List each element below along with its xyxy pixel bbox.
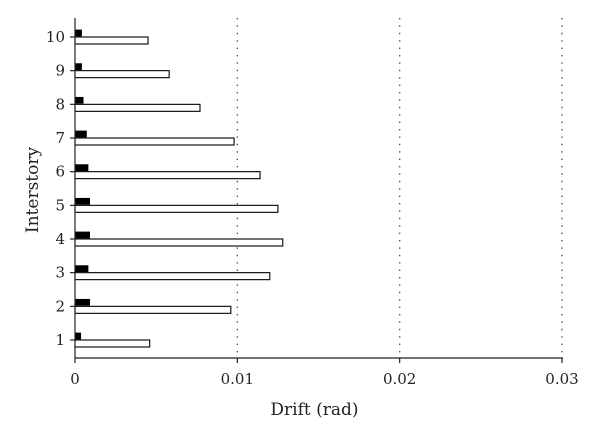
bar-light-8 — [74, 103, 201, 112]
bar-light-3 — [74, 272, 271, 281]
bar-dark-10 — [74, 29, 82, 37]
bars — [74, 29, 284, 348]
x-axis-ticks: 0 0.01 0.02 0.03 — [70, 358, 579, 388]
y-axis-ticks: 1 2 3 4 5 6 7 8 9 10 — [46, 28, 75, 349]
y-tick-label-1: 1 — [55, 331, 65, 349]
bar-light-6 — [74, 171, 261, 180]
bar-light-1 — [74, 339, 151, 348]
y-tick-label-8: 8 — [55, 95, 65, 113]
y-tick-label-6: 6 — [55, 163, 65, 181]
y-axis-label: Interstory — [23, 147, 43, 234]
bar-light-5 — [74, 204, 279, 213]
x-tick-label-0: 0 — [70, 370, 80, 388]
bar-dark-9 — [74, 63, 82, 71]
y-tick-label-4: 4 — [55, 230, 65, 248]
bar-light-2 — [74, 305, 232, 314]
bar-dark-8 — [74, 96, 84, 104]
x-tick-label-1: 0.01 — [221, 370, 254, 388]
x-tick-label-2: 0.02 — [383, 370, 416, 388]
bar-dark-1 — [74, 332, 82, 340]
bar-dark-5 — [74, 197, 91, 205]
x-axis-label: Drift (rad) — [270, 400, 358, 420]
y-tick-label-2: 2 — [55, 297, 65, 315]
bar-light-9 — [74, 70, 170, 79]
y-tick-label-7: 7 — [55, 129, 65, 147]
bar-dark-4 — [74, 231, 91, 239]
bar-dark-2 — [74, 298, 91, 306]
bar-dark-3 — [74, 265, 89, 273]
y-tick-label-5: 5 — [55, 196, 65, 214]
bar-light-7 — [74, 137, 235, 146]
bar-light-10 — [74, 36, 149, 45]
grid-lines — [236, 18, 563, 358]
bar-dark-7 — [74, 130, 87, 138]
bar-light-4 — [74, 238, 284, 247]
y-tick-label-9: 9 — [55, 62, 65, 80]
y-tick-label-3: 3 — [55, 264, 65, 282]
y-tick-label-10: 10 — [46, 28, 65, 46]
x-tick-label-3: 0.03 — [545, 370, 578, 388]
bar-dark-6 — [74, 164, 89, 172]
